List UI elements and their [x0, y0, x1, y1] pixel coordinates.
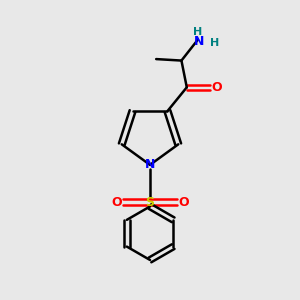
Text: H: H — [193, 27, 203, 37]
Text: S: S — [146, 196, 154, 208]
Text: O: O — [178, 196, 189, 208]
Text: H: H — [210, 38, 219, 48]
Text: O: O — [211, 81, 222, 94]
Text: N: N — [145, 158, 155, 171]
Text: N: N — [194, 35, 205, 48]
Text: O: O — [111, 196, 122, 208]
